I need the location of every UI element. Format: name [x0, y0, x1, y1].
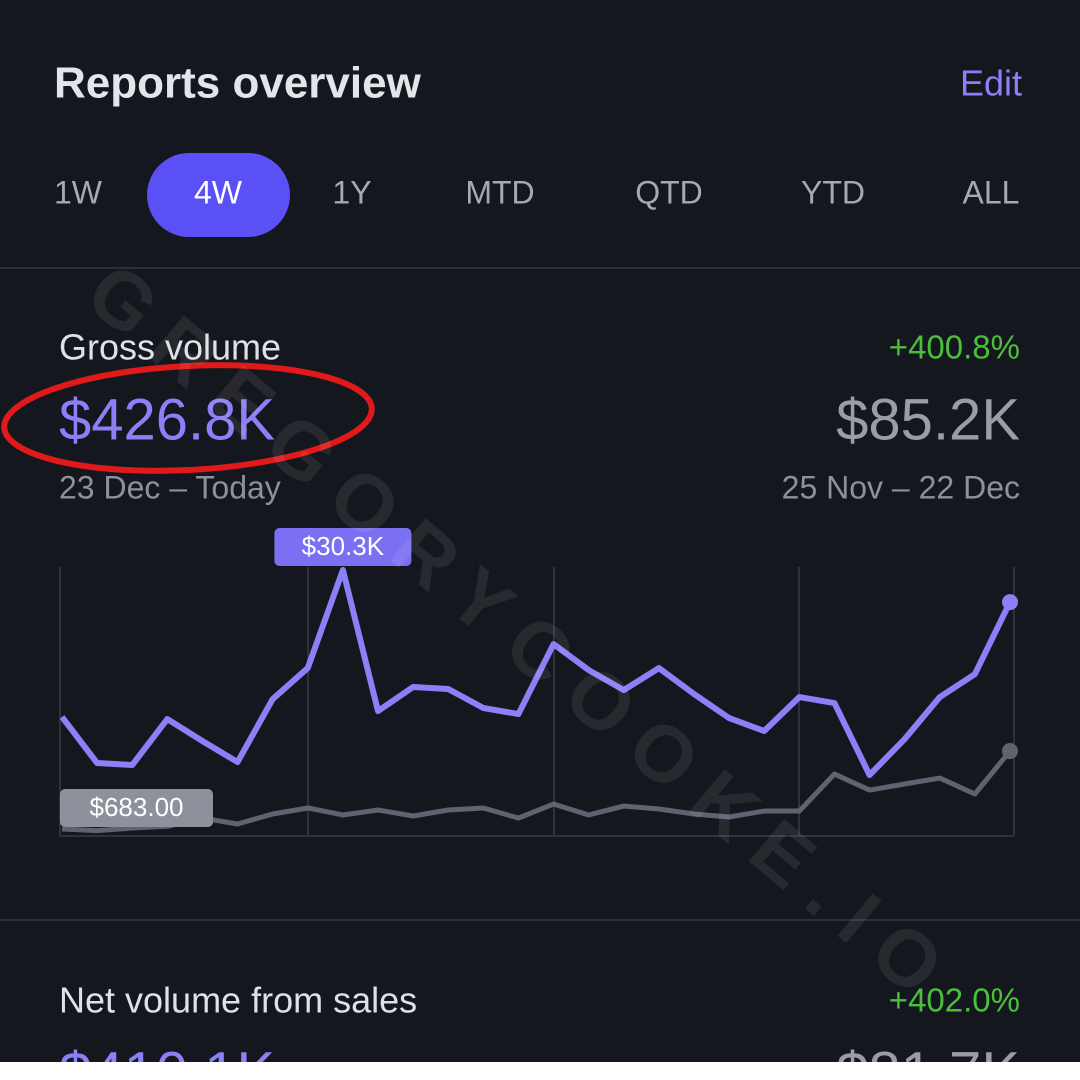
tab[interactable]: MTD [465, 174, 534, 210]
metric-value: $410.1K [59, 1040, 275, 1062]
metric-value: $426.8K [59, 387, 275, 452]
edit-button[interactable]: Edit [960, 63, 1022, 104]
metric-label: Net volume from sales [59, 980, 417, 1021]
tab[interactable]: 1W [54, 174, 103, 210]
period: 23 Dec – Today [59, 469, 281, 505]
tab[interactable]: ALL [963, 174, 1020, 210]
tab[interactable]: YTD [801, 174, 865, 210]
annotation-circle [1, 362, 375, 474]
metric-label: Gross volume [59, 327, 281, 368]
value-label-box [60, 789, 213, 828]
tab-bar: 1W 4W 1Y MTD QTD YTD ALL [54, 153, 1019, 237]
tab-pill [147, 153, 290, 237]
value-label: $683.00 [90, 792, 184, 822]
value-label: $30.3K [302, 531, 385, 561]
chart-dividers [59, 567, 1015, 837]
line [61, 749, 1012, 834]
end-dot [1002, 594, 1018, 611]
chart: $30.3K $683.00 [59, 528, 1018, 834]
end-dot [1002, 743, 1018, 760]
tab[interactable]: 4W [194, 174, 243, 210]
previous-period: 25 Nov – 22 Dec [782, 469, 1020, 505]
previous-value: $81.7K [836, 1040, 1020, 1062]
title: Reports overview [54, 59, 422, 108]
change: +402.0% [889, 982, 1020, 1019]
change: +400.8% [889, 329, 1020, 366]
tab[interactable]: 1Y [332, 174, 371, 210]
value-label-box [274, 528, 412, 566]
tab[interactable]: QTD [635, 174, 703, 210]
previous-value: $85.2K [836, 387, 1020, 452]
line [59, 567, 1013, 779]
watermark: GREGORYCOOKE.IO [70, 246, 974, 1025]
